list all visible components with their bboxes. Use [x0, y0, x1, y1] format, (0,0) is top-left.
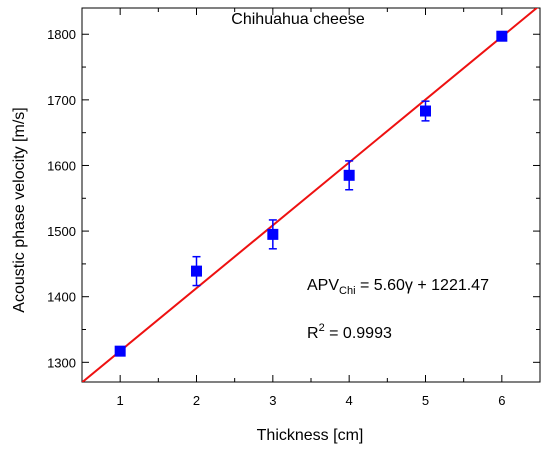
- r-squared-rest: = 0.9993: [325, 325, 392, 342]
- r-squared-prefix: R: [307, 325, 319, 342]
- x-axis-label: Thickness [cm]: [257, 427, 364, 444]
- x-tick-label: 4: [346, 393, 353, 408]
- data-point: [420, 105, 431, 117]
- data-point: [114, 345, 126, 357]
- linear-fit-line: [82, 8, 539, 382]
- x-tick-label: 3: [269, 393, 276, 408]
- y-tick-label: 1500: [47, 224, 76, 239]
- fit-equation-subscript: Chi: [339, 285, 356, 297]
- y-tick-label: 1600: [47, 158, 76, 173]
- x-tick-label: 6: [498, 393, 505, 408]
- y-tick-label: 1400: [47, 290, 76, 305]
- data-point: [191, 265, 202, 277]
- y-tick-label: 1300: [47, 355, 76, 370]
- y-tick-label: 1700: [47, 93, 76, 108]
- fit-line-group: [82, 8, 539, 382]
- x-tick-label: 1: [117, 393, 124, 408]
- data-point: [496, 30, 508, 42]
- fit-equation-rest: = 5.60γ + 1221.47: [356, 277, 490, 294]
- x-tick-label: 2: [193, 393, 200, 408]
- r-squared-label: R2 = 0.9993: [307, 322, 392, 342]
- y-tick-label: 1800: [47, 27, 76, 42]
- fit-equation-prefix: APV: [307, 277, 339, 294]
- chart-title: Chihuahua cheese: [231, 11, 365, 28]
- data-point: [343, 169, 355, 181]
- data-point: [267, 228, 279, 240]
- axes-group: 1 2 3 4 5 6 1300 1400 1500 1600 1700 1800: [47, 7, 541, 408]
- x-tick-label: 5: [422, 393, 429, 408]
- y-axis-label: Acoustic phase velocity [m/s]: [11, 107, 28, 312]
- data-points-group: [114, 30, 508, 357]
- fit-equation: APVChi = 5.60γ + 1221.47: [307, 277, 489, 297]
- r-squared-superscript: 2: [319, 322, 325, 334]
